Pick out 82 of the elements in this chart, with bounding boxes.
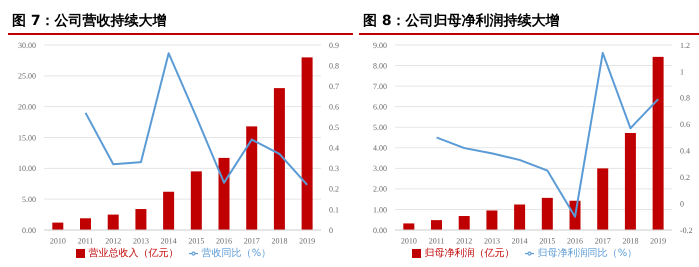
chart-title: 图 7：公司营收持续大增 [8, 8, 353, 35]
y-tick-label: 0.00 [373, 226, 387, 235]
y2-tick-label: 0.1 [329, 205, 339, 214]
bar [163, 192, 174, 230]
y-tick-label: 10.00 [18, 164, 36, 174]
y-tick-label: 20.00 [18, 102, 36, 112]
x-tick-label: 2010 [50, 236, 66, 246]
bar [624, 132, 636, 230]
y-tick-label: 6.00 [373, 102, 387, 112]
y2-tick-label: 0.2 [329, 184, 339, 194]
y2-tick-label: 1 [680, 67, 684, 76]
x-tick-label: 2018 [622, 236, 638, 246]
legend-label: 营收同比（%） [202, 248, 272, 259]
y-tick-label: 7.00 [373, 82, 387, 91]
bar [246, 126, 258, 230]
chart-title: 图 8：公司归母净利润持续大增 [359, 8, 699, 35]
y2-tick-label: 0.2 [680, 172, 690, 182]
line-series [84, 52, 308, 186]
bar [274, 88, 285, 230]
x-tick-label: 2016 [216, 236, 232, 246]
x-tick-label: 2017 [594, 236, 611, 246]
bar [458, 216, 470, 230]
x-tick-label: 2015 [539, 236, 556, 246]
x-tick-label: 2019 [650, 236, 666, 246]
x-tick-label: 2010 [400, 236, 417, 246]
legend-label: 归母净利润同比（%） [538, 248, 638, 259]
bar [52, 222, 64, 230]
y-tick-label: 0.00 [22, 226, 36, 235]
bar [514, 204, 526, 230]
bar [135, 209, 146, 230]
x-tick-label: 2015 [188, 236, 204, 246]
legend-label: 营业总收入（亿元） [88, 248, 179, 259]
bar [486, 210, 498, 230]
y2-tick-label: 0.4 [680, 146, 690, 156]
y2-tick-label: 0.7 [329, 82, 339, 91]
x-tick-label: 2018 [271, 236, 288, 246]
bar [403, 223, 414, 230]
y2-tick-label: 0.8 [680, 94, 690, 103]
y2-tick-label: 0.8 [329, 61, 339, 70]
bar [190, 171, 202, 230]
x-tick-label: 2012 [105, 236, 122, 246]
y2-tick-label: 0.4 [329, 144, 339, 153]
x-tick-label: 2014 [512, 236, 528, 246]
y-tick-label: 9.00 [373, 40, 387, 50]
x-tick-label: 2014 [160, 236, 177, 246]
y-tick-label: 3.00 [373, 164, 387, 174]
y-tick-label: 2.00 [373, 184, 387, 194]
x-tick-label: 2013 [132, 236, 149, 246]
y-tick-label: 5.00 [373, 123, 387, 132]
bar [542, 198, 553, 230]
bar [108, 214, 119, 230]
x-tick-label: 2013 [484, 236, 500, 246]
y2-tick-label: 0.6 [329, 102, 339, 112]
bar [218, 158, 230, 230]
y2-tick-label: 1.2 [680, 40, 690, 50]
y2-tick-label: 0.6 [680, 120, 690, 130]
bar [302, 57, 313, 230]
y2-tick-label: 0.5 [329, 123, 339, 132]
y-tick-label: 15.00 [18, 133, 36, 142]
x-tick-label: 2012 [456, 236, 472, 246]
x-tick-label: 2011 [428, 236, 444, 246]
y-tick-label: 25.00 [18, 72, 36, 81]
x-tick-label: 2019 [299, 236, 316, 246]
bar [80, 218, 92, 230]
x-tick-label: 2016 [567, 236, 584, 246]
y2-tick-label: 0 [680, 199, 684, 208]
legend-label: 归母净利润（亿元） [424, 248, 515, 259]
y-tick-label: 5.00 [22, 195, 36, 204]
y2-tick-label: 0 [329, 226, 333, 235]
x-tick-label: 2017 [244, 236, 260, 246]
y-tick-label: 4.00 [373, 144, 387, 153]
bar [652, 56, 664, 230]
y-tick-label: 8.00 [373, 61, 387, 70]
bar [597, 168, 608, 230]
y-tick-label: 30.00 [18, 40, 36, 50]
y-tick-label: 1.00 [373, 205, 387, 214]
x-tick-label: 2011 [78, 236, 94, 246]
bar [431, 220, 442, 230]
y2-tick-label: 0.3 [329, 164, 339, 174]
y2-tick-label: 0.9 [329, 40, 339, 50]
y2-tick-label: -0.2 [680, 226, 693, 235]
line-series [436, 52, 660, 218]
